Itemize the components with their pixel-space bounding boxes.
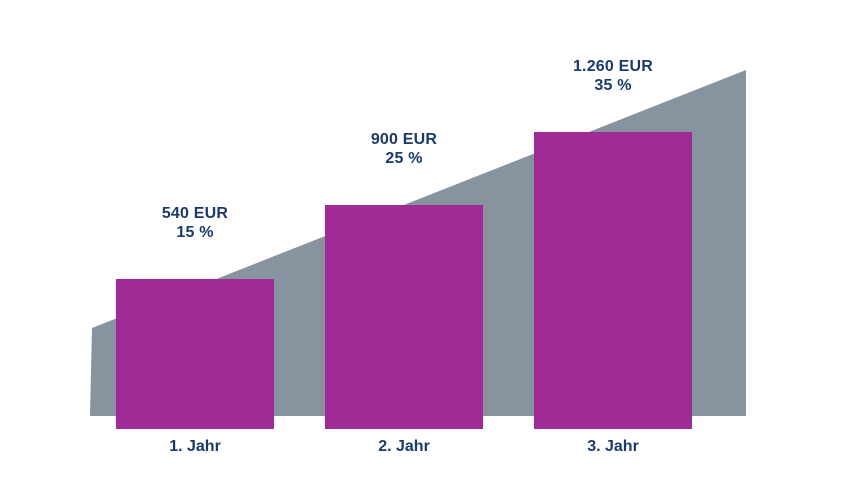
bar-group-year-1: 540 EUR 15 % 1. Jahr [116, 0, 274, 487]
category-label-year-3: 3. Jahr [587, 438, 639, 455]
bar-value-label-year-2: 900 EUR 25 % [265, 130, 543, 168]
bar-year-2 [325, 205, 483, 429]
bar-group-year-3: 1.260 EUR 35 % 3. Jahr [534, 0, 692, 487]
bar-value-percent-year-1: 15 % [176, 224, 214, 241]
bar-year-3 [534, 132, 692, 429]
bar-value-eur-year-3: 1.260 EUR [572, 58, 654, 75]
bar-group-year-2: 900 EUR 25 % 2. Jahr [325, 0, 483, 487]
bar-value-label-year-1: 540 EUR 15 % [56, 204, 334, 242]
bar-value-percent-year-3: 35 % [594, 77, 632, 94]
category-label-year-2: 2. Jahr [378, 438, 430, 455]
bar-year-1 [116, 279, 274, 429]
bar-value-eur-year-1: 540 EUR [161, 205, 229, 222]
bar-value-eur-year-2: 900 EUR [370, 131, 438, 148]
category-label-year-1: 1. Jahr [169, 438, 221, 455]
bar-value-label-year-3: 1.260 EUR 35 % [474, 57, 752, 95]
bar-value-percent-year-2: 25 % [385, 150, 423, 167]
